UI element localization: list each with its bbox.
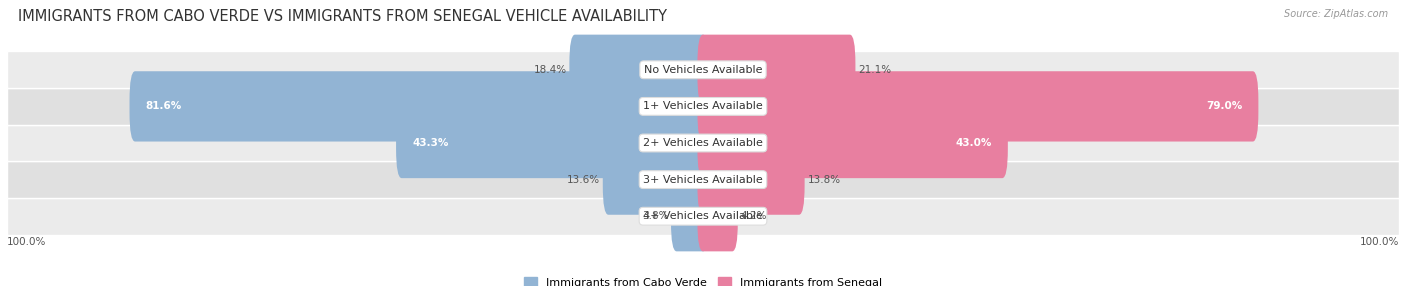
FancyBboxPatch shape xyxy=(603,144,709,215)
FancyBboxPatch shape xyxy=(697,108,1008,178)
Legend: Immigrants from Cabo Verde, Immigrants from Senegal: Immigrants from Cabo Verde, Immigrants f… xyxy=(523,277,883,286)
Text: 21.1%: 21.1% xyxy=(858,65,891,75)
Text: 13.6%: 13.6% xyxy=(567,175,600,184)
Text: 43.0%: 43.0% xyxy=(956,138,991,148)
Bar xyxy=(7,198,1399,235)
Bar xyxy=(7,88,1399,125)
Text: 4.2%: 4.2% xyxy=(741,211,768,221)
Text: 43.3%: 43.3% xyxy=(412,138,449,148)
FancyBboxPatch shape xyxy=(129,71,709,142)
FancyBboxPatch shape xyxy=(396,108,709,178)
Text: 79.0%: 79.0% xyxy=(1206,102,1243,111)
Text: 13.8%: 13.8% xyxy=(807,175,841,184)
Bar xyxy=(7,125,1399,161)
FancyBboxPatch shape xyxy=(697,71,1258,142)
Text: 100.0%: 100.0% xyxy=(1360,237,1399,247)
Bar xyxy=(7,51,1399,88)
Text: No Vehicles Available: No Vehicles Available xyxy=(644,65,762,75)
Text: 1+ Vehicles Available: 1+ Vehicles Available xyxy=(643,102,763,111)
Bar xyxy=(7,161,1399,198)
Text: 4+ Vehicles Available: 4+ Vehicles Available xyxy=(643,211,763,221)
Text: Source: ZipAtlas.com: Source: ZipAtlas.com xyxy=(1284,9,1388,19)
Text: 3.8%: 3.8% xyxy=(641,211,668,221)
Text: 81.6%: 81.6% xyxy=(146,102,181,111)
FancyBboxPatch shape xyxy=(671,181,709,251)
FancyBboxPatch shape xyxy=(697,35,855,105)
FancyBboxPatch shape xyxy=(569,35,709,105)
FancyBboxPatch shape xyxy=(697,144,804,215)
FancyBboxPatch shape xyxy=(697,181,738,251)
Text: 3+ Vehicles Available: 3+ Vehicles Available xyxy=(643,175,763,184)
Text: IMMIGRANTS FROM CABO VERDE VS IMMIGRANTS FROM SENEGAL VEHICLE AVAILABILITY: IMMIGRANTS FROM CABO VERDE VS IMMIGRANTS… xyxy=(18,9,668,23)
Text: 100.0%: 100.0% xyxy=(7,237,46,247)
Text: 2+ Vehicles Available: 2+ Vehicles Available xyxy=(643,138,763,148)
Text: 18.4%: 18.4% xyxy=(533,65,567,75)
